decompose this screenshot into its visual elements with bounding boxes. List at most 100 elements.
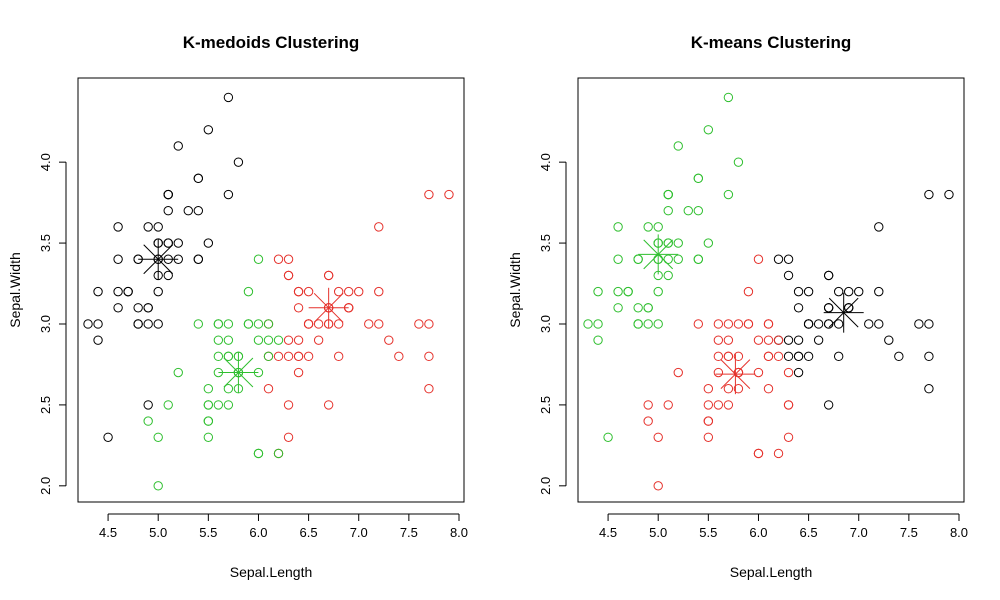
data-point <box>643 222 653 232</box>
data-point <box>253 319 264 329</box>
x-tick-label: 6.5 <box>300 525 318 540</box>
data-point <box>713 335 724 345</box>
data-point <box>424 384 434 394</box>
data-point <box>924 384 934 394</box>
data-point <box>713 367 724 378</box>
data-point <box>283 351 294 362</box>
data-point <box>273 351 284 362</box>
data-point <box>673 238 683 248</box>
data-point <box>223 400 234 410</box>
data-point <box>213 351 224 362</box>
data-point <box>223 189 234 200</box>
data-point <box>593 335 603 345</box>
data-point <box>323 400 334 410</box>
y-tick-label: 3.0 <box>538 315 553 333</box>
data-point <box>653 432 663 442</box>
data-point <box>613 222 623 232</box>
x-tick-label: 5.0 <box>649 525 667 540</box>
data-point <box>924 189 934 200</box>
data-point <box>193 319 204 329</box>
data-point <box>283 335 294 345</box>
data-point <box>793 303 804 313</box>
data-point <box>83 319 93 329</box>
data-point <box>693 173 704 184</box>
data-point <box>803 319 814 329</box>
data-point <box>163 270 173 281</box>
data-point <box>773 254 784 264</box>
data-point <box>163 400 173 410</box>
data-point <box>143 303 153 313</box>
data-point <box>374 222 384 232</box>
data-point <box>223 92 234 103</box>
data-point <box>143 222 153 232</box>
data-point <box>203 125 214 135</box>
data-point <box>293 286 304 297</box>
data-point <box>673 367 683 378</box>
data-point <box>733 157 744 167</box>
data-point <box>444 189 454 200</box>
data-point <box>103 432 113 442</box>
data-point <box>173 238 183 248</box>
data-point <box>773 335 784 345</box>
data-point <box>663 238 673 248</box>
kmeans-panel: K-means Clustering 4.5 5.0 5.5 6.0 6.5 7.0 7.5 8… <box>507 33 968 580</box>
data-point <box>113 286 123 297</box>
data-point <box>153 432 163 442</box>
data-point <box>663 254 673 264</box>
data-point <box>874 286 884 297</box>
data-point <box>783 432 794 442</box>
data-point <box>283 270 294 281</box>
y-tick-label: 2.5 <box>538 396 553 414</box>
data-point <box>703 125 714 135</box>
data-point <box>723 92 734 103</box>
data-point <box>844 286 854 297</box>
data-point <box>793 351 804 362</box>
data-point <box>173 141 183 151</box>
data-point <box>723 351 734 362</box>
data-point <box>273 335 284 345</box>
data-point <box>414 319 424 329</box>
data-point <box>673 141 683 151</box>
data-point <box>823 400 834 410</box>
data-point <box>313 335 324 345</box>
data-point <box>223 319 234 329</box>
data-point <box>223 351 234 362</box>
data-point <box>213 335 224 345</box>
data-point <box>603 432 613 442</box>
data-point <box>243 319 254 329</box>
data-point <box>113 303 123 313</box>
data-point <box>763 351 774 362</box>
data-point <box>303 319 314 329</box>
data-point <box>663 270 673 281</box>
y-tick-label: 4.0 <box>38 153 53 171</box>
data-point <box>823 319 834 329</box>
cluster-center-marker <box>308 287 349 328</box>
data-point <box>333 351 344 362</box>
data-point <box>643 319 653 329</box>
data-point <box>643 416 653 426</box>
data-point <box>293 303 304 313</box>
data-point <box>213 319 224 329</box>
data-point <box>833 351 844 362</box>
data-point <box>424 189 434 200</box>
data-point <box>253 448 264 459</box>
data-point <box>113 222 123 232</box>
data-point <box>613 303 623 313</box>
x-tick-label: 5.0 <box>149 525 167 540</box>
data-point <box>123 286 133 297</box>
data-point <box>593 319 603 329</box>
data-point <box>303 351 314 362</box>
data-point <box>914 319 924 329</box>
data-point <box>283 254 294 264</box>
y-tick-label: 2.0 <box>38 477 53 495</box>
data-point <box>93 319 103 329</box>
x-tick-label: 7.5 <box>900 525 918 540</box>
data-point <box>143 319 153 329</box>
data-point <box>753 367 764 378</box>
data-point <box>733 384 744 394</box>
data-point <box>713 351 724 362</box>
data-point <box>783 351 794 362</box>
data-point <box>153 222 163 232</box>
data-point <box>823 270 834 281</box>
